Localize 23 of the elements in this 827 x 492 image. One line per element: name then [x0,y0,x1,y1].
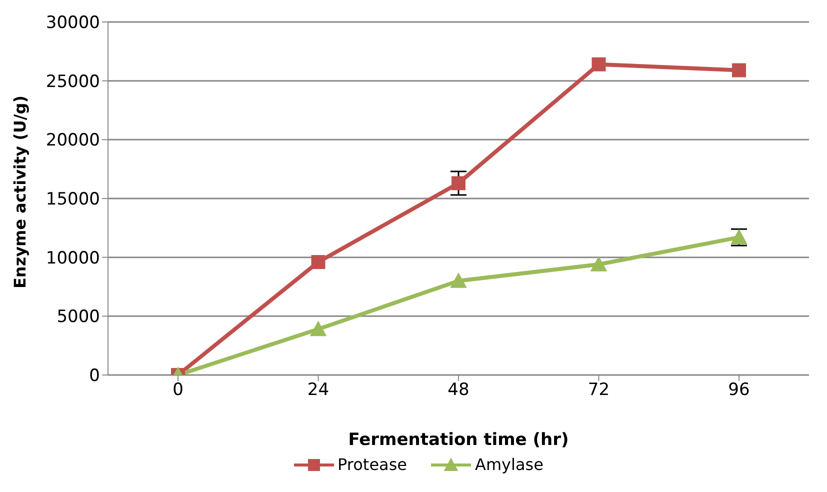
y-tick-label: 20000 [46,130,100,151]
x-tick-label: 24 [307,380,330,400]
point [452,176,466,190]
point [310,320,327,336]
x-tick-label: 72 [588,380,610,400]
legend-label: Protease [336,455,408,474]
x-axis-title: Fermentation time (hr) [348,430,569,450]
point [732,63,746,78]
point [590,256,608,272]
y-tick-label: 0 [89,366,100,386]
point [450,272,467,288]
y-tick-label: 15000 [46,190,100,210]
point [311,255,326,270]
x-tick-label: 48 [448,380,470,400]
legend-label: Amylase [474,455,544,474]
point [592,57,606,72]
y-tick-label: 10000 [46,248,100,268]
x-tick-label: 0 [172,380,184,400]
y-tick-label: 5000 [56,307,100,328]
y-tick-label: 25000 [46,72,100,92]
x-tick-label: 96 [728,380,750,400]
y-axis-title: Enzyme activity (U/g) [10,95,30,288]
y-tick-label: 30000 [46,13,100,34]
